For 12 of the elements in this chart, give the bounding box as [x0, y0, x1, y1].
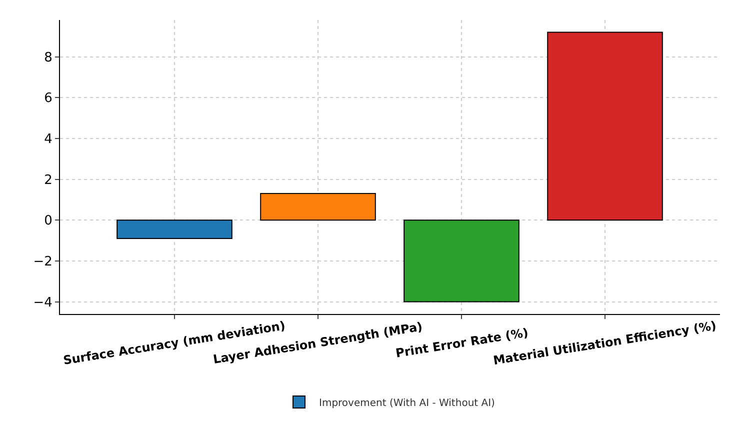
- bar: [404, 220, 520, 302]
- y-tick-label: 2: [44, 172, 52, 188]
- bar: [260, 193, 376, 221]
- y-tick-label: 0: [44, 214, 52, 229]
- legend-label: Improvement (With AI - Without AI): [319, 398, 496, 409]
- bar: [547, 32, 663, 221]
- y-tick-label: −4: [33, 295, 52, 310]
- y-tick-label: 4: [44, 132, 52, 147]
- y-tick-label: −2: [33, 254, 52, 270]
- y-tick-label: 8: [44, 50, 52, 66]
- bar: [116, 220, 232, 239]
- y-tick-label: 6: [44, 91, 52, 106]
